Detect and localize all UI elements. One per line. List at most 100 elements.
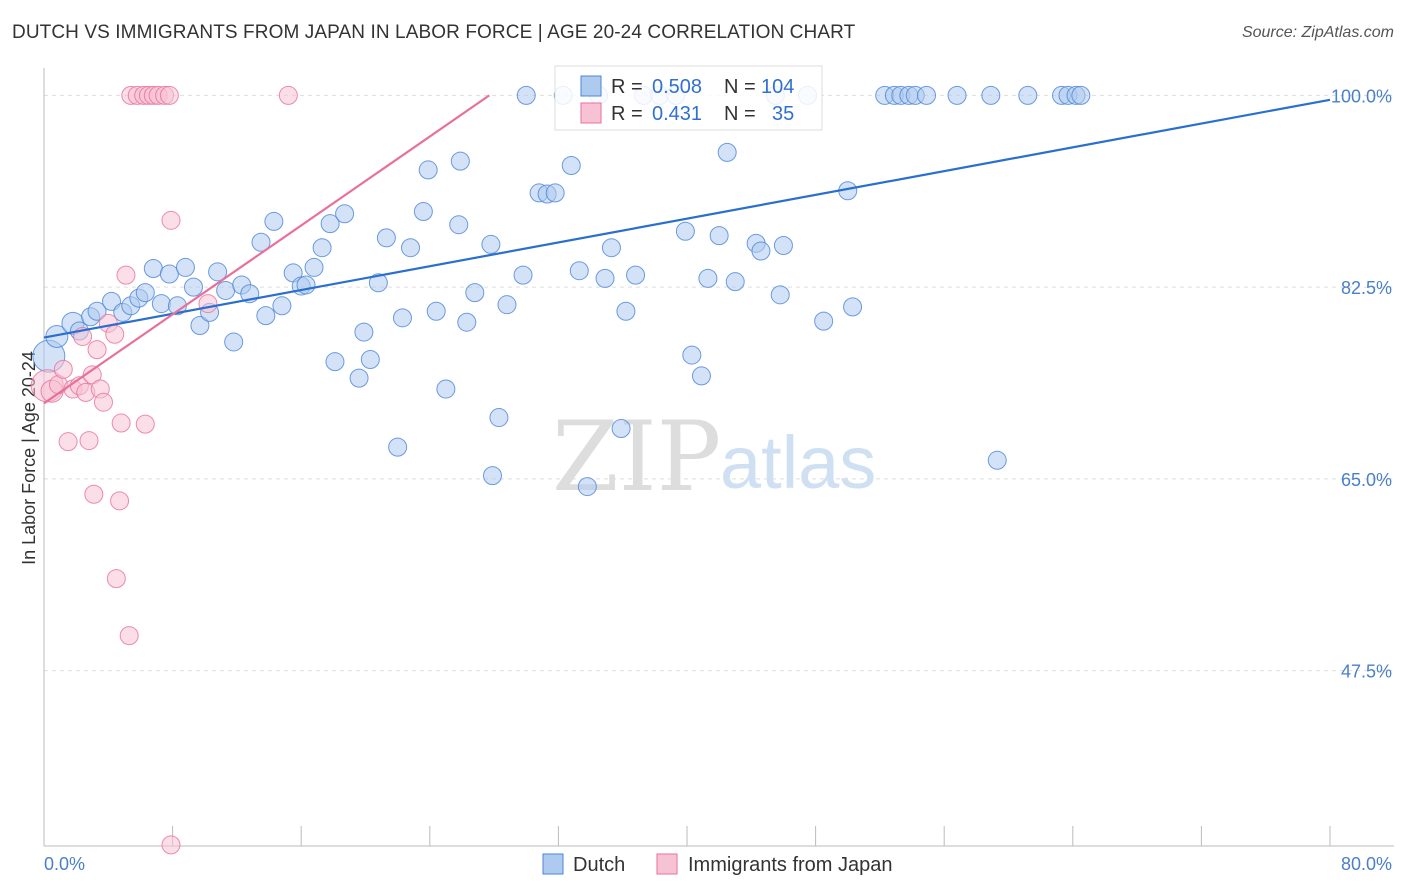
dutch-point [717,142,737,162]
legend-n-value-japan: 35 [772,103,794,125]
japan-point [119,626,139,646]
dutch-point [1018,85,1038,105]
dutch-point [376,228,396,248]
dutch-point [987,450,1007,470]
dutch-point [335,204,355,224]
dutch-point [325,352,345,372]
japan-point [82,365,102,385]
legend-swatch-dutch [580,75,602,97]
chart-title: DUTCH VS IMMIGRANTS FROM JAPAN IN LABOR … [12,22,856,43]
dutch-point [224,332,244,352]
dutch-point [159,264,179,284]
japan-point [110,491,130,511]
dutch-point [577,477,597,497]
legend-n-label-dutch: N = [724,76,756,98]
legend-r-value-japan: 0.431 [652,103,702,125]
axes [43,68,1394,847]
legend-n-value-dutch: 104 [761,76,794,98]
dutch-point [1071,85,1091,105]
series-legend: Dutch Immigrants from Japan [542,853,893,876]
trend-lines [43,94,1331,405]
dutch-point [691,366,711,386]
dutch-point [272,296,292,316]
legend-r-label-japan: R = [611,103,643,125]
dutch-point [436,379,456,399]
y-tick-label: 82.5% [1341,278,1392,298]
japan-point [105,324,125,344]
dutch-point [843,297,863,317]
dutch-point [516,85,536,105]
dutch-point [561,156,581,176]
dutch-point [312,238,332,258]
dutch-point [190,316,210,336]
dutch-point [981,85,1001,105]
dutch-point [183,277,203,297]
japan-point [79,431,99,451]
dutch-point [304,257,324,277]
japan-trend-line [43,94,490,405]
dutch-point [497,295,517,315]
japan-point [198,294,218,314]
watermark: ZIP atlas [552,401,876,513]
dutch-point [709,226,729,246]
dutch-point [413,202,433,222]
dutch-point [368,273,388,293]
dutch-point [465,283,485,303]
dutch-point [401,238,421,258]
dutch-point [675,221,695,241]
series-legend-label-japan: Immigrants from Japan [688,854,893,876]
japan-point [135,414,155,434]
dutch-point [569,261,589,281]
dutch-point [626,265,646,285]
dutch-point [151,294,171,314]
dutch-point [698,268,718,288]
y-tick-label: 100.0% [1331,86,1392,106]
dutch-point [251,232,271,252]
dutch-point [175,257,195,277]
dutch-point [481,234,501,254]
y-axis-label: In Labor Force | Age 20-24 [19,351,39,565]
dutch-point [449,215,469,235]
dutch-point [917,85,937,105]
dutch-point [388,437,408,457]
watermark-zip: ZIP [552,401,721,513]
dutch-point [482,466,502,486]
dutch-point [216,280,236,300]
series-legend-label-dutch: Dutch [573,854,625,876]
dutch-point [601,238,621,258]
dutch-point [489,408,509,428]
dutch-point [264,211,284,231]
japan-point [278,85,298,105]
dutch-point [426,301,446,321]
japan-point [84,484,104,504]
series-legend-swatch-dutch [542,853,564,875]
dutch-point [513,265,533,285]
japan-point [106,569,126,589]
legend-n-label-japan: N = [724,103,756,125]
dutch-point [208,262,228,282]
dutch-trend-line [43,98,1331,339]
y-tick-label: 47.5% [1341,662,1392,682]
dutch-point [256,306,276,326]
y-axis-tick-labels: 47.5% 65.0% 82.5% 100.0% [1331,86,1392,681]
legend-r-label-dutch: R = [611,76,643,98]
x-tick-label-max: 80.0% [1341,854,1392,874]
dutch-point [947,85,967,105]
japan-point [58,432,78,452]
dutch-point [770,285,790,305]
dutch-point [349,368,369,388]
legend-r-value-dutch: 0.508 [652,76,702,98]
japan-point [111,413,131,433]
dutch-point [360,349,380,369]
dutch-point [87,301,107,321]
dutch-point [457,312,477,332]
dutch-point [751,241,771,261]
y-tick-label: 65.0% [1341,470,1392,490]
x-axis-ticks [43,826,1331,846]
legend-swatch-japan [580,102,602,124]
series-legend-swatch-japan [656,853,678,875]
dutch-point [682,345,702,365]
series-japan-points [30,85,298,855]
dutch-point [450,151,470,171]
